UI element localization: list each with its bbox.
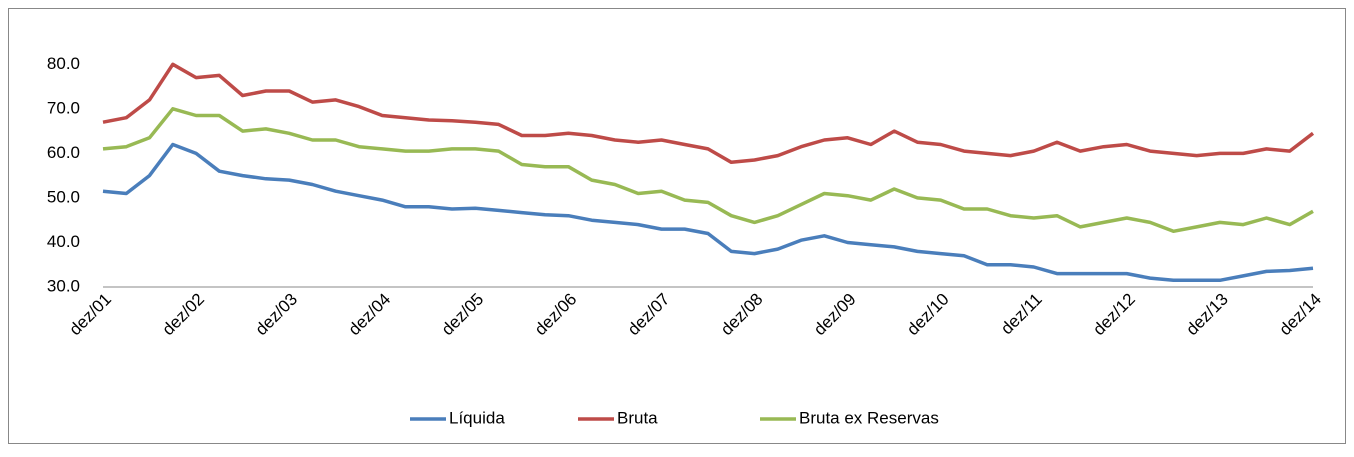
chart-border — [8, 8, 1346, 444]
y-tick-label: 50.0 — [47, 187, 80, 206]
series-line — [102, 62, 1315, 165]
y-tick-label: 60.0 — [47, 143, 80, 162]
y-tick-label: 40.0 — [47, 232, 80, 251]
series-line — [102, 107, 1314, 234]
y-tick-label: 70.0 — [47, 98, 80, 117]
legend-label: Bruta ex Reservas — [799, 408, 939, 427]
legend-label: Líquida — [449, 408, 505, 427]
series-line — [102, 142, 1314, 283]
legend-label: Bruta — [617, 408, 658, 427]
y-tick-label: 30.0 — [47, 276, 80, 295]
y-tick-label: 80.0 — [47, 54, 80, 73]
